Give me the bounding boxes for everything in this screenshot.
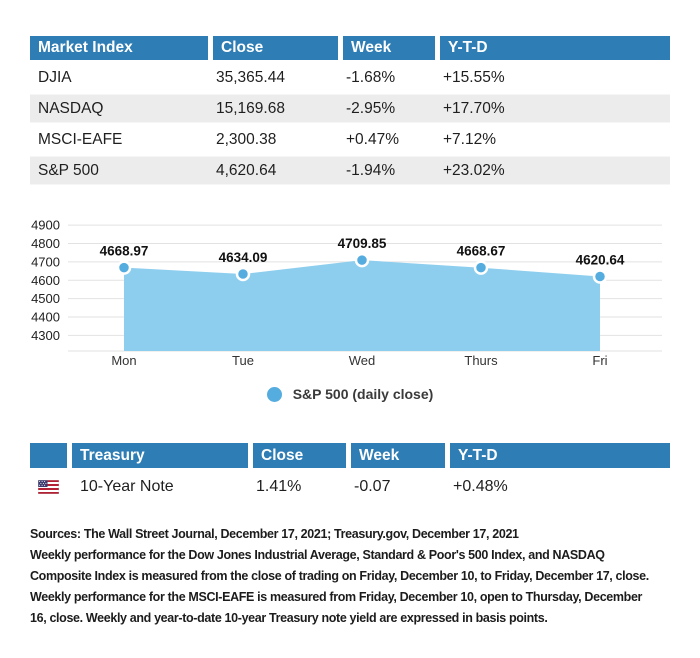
close-value: 35,365.44	[216, 69, 285, 86]
chart-y-tick-label: 4800	[31, 236, 60, 251]
week-value: +0.47%	[346, 131, 400, 148]
close-value: 4,620.64	[216, 162, 277, 179]
sp500-area-chart: 4900 4800 4700 4600 4500 4400 4300 4668.97 4634.…	[31, 218, 662, 368]
close-value: 15,169.68	[216, 100, 285, 117]
ytd-value: +17.70%	[443, 100, 505, 117]
table-row: S&P 500 4,620.64 -1.94% +23.02%	[30, 155, 670, 186]
sources-line: Sources: The Wall Street Journal, Decemb…	[30, 527, 519, 541]
chart-x-tick-label: Thurs	[464, 353, 498, 368]
treasury-week-value: -0.07	[354, 477, 391, 495]
treasury-table: Treasury Close Week Y-T-D	[30, 443, 670, 503]
ytd-value: +7.12%	[443, 131, 497, 148]
treasury-row: 10-Year Note 1.41% -0.07 +0.48%	[30, 470, 670, 503]
chart-data-label: 4620.64	[576, 252, 625, 267]
chart-marker	[473, 260, 489, 275]
index-name: S&P 500	[38, 162, 99, 179]
chart-area	[124, 260, 600, 351]
note-line-4: 16, close. Weekly and year-to-date 10-ye…	[30, 611, 548, 625]
chart-y-tick-label: 4900	[31, 218, 60, 233]
index-name: DJIA	[38, 69, 72, 86]
index-name: NASDAQ	[38, 100, 104, 117]
header-ytd: Y-T-D	[435, 36, 670, 60]
chart-marker	[354, 252, 370, 268]
chart-data-label: 4634.09	[219, 250, 268, 265]
footer-notes: Sources: The Wall Street Journal, Decemb…	[30, 524, 700, 629]
week-value: -2.95%	[346, 100, 396, 117]
chart-x-tick-label: Fri	[592, 353, 607, 368]
table-row: NASDAQ 15,169.68 -2.95% +17.70%	[30, 93, 670, 124]
market-table-header-row: Market Index Close Week Y-T-D	[30, 36, 670, 60]
header-treasury-week: Week	[346, 443, 445, 468]
chart-marker	[235, 266, 251, 282]
header-treasury: Treasury	[67, 443, 248, 468]
header-flag-spacer	[30, 443, 67, 468]
header-week: Week	[338, 36, 435, 60]
us-flag-icon	[38, 479, 59, 494]
legend-dot-icon	[266, 386, 282, 402]
week-value: -1.68%	[346, 69, 396, 86]
treasury-close-value: 1.41%	[256, 477, 302, 495]
chart-y-tick-label: 4500	[31, 291, 60, 306]
note-line-2: Composite Index is measured from the clo…	[30, 569, 649, 583]
chart-y-tick-label: 4600	[31, 273, 60, 288]
treasury-name: 10-Year Note	[80, 477, 174, 495]
chart-x-tick-label: Wed	[349, 353, 376, 368]
ytd-value: +15.55%	[443, 69, 505, 86]
chart-y-tick-label: 4400	[31, 310, 60, 325]
note-line-3: Weekly performance for the MSCI-EAFE is …	[30, 590, 643, 604]
index-name: MSCI-EAFE	[38, 131, 123, 148]
legend-label: S&P 500 (daily close)	[292, 386, 434, 402]
header-treasury-ytd: Y-T-D	[445, 443, 670, 468]
market-index-table: Market Index Close Week Y-T-D DJIA 35,365…	[30, 36, 670, 186]
chart-data-label: 4668.67	[457, 244, 506, 259]
chart-marker	[116, 260, 132, 275]
note-line-1: Weekly performance for the Dow Jones Ind…	[30, 548, 605, 562]
market-table-body: DJIA 35,365.44 -1.68% +15.55% NASDAQ 15,169.6…	[30, 62, 670, 186]
chart-marker	[592, 269, 608, 284]
ytd-value: +23.02%	[443, 162, 505, 179]
header-market-index: Market Index	[38, 39, 133, 56]
chart-data-label: 4709.85	[338, 236, 387, 251]
close-value: 2,300.38	[216, 131, 277, 148]
chart-x-tick-label: Mon	[111, 353, 136, 368]
chart-data-label: 4668.97	[100, 244, 149, 259]
chart-y-tick-label: 4300	[31, 328, 60, 343]
table-row: DJIA 35,365.44 -1.68% +15.55%	[30, 62, 670, 93]
chart-x-tick-label: Tue	[232, 353, 254, 368]
chart-y-tick-label: 4700	[31, 254, 60, 269]
flag-cell	[30, 479, 67, 494]
treasury-header-row: Treasury Close Week Y-T-D	[30, 443, 670, 468]
chart-legend: S&P 500 (daily close)	[0, 386, 700, 402]
header-treasury-close: Close	[248, 443, 346, 468]
week-value: -1.94%	[346, 162, 396, 179]
treasury-ytd-value: +0.48%	[453, 477, 508, 495]
table-row: MSCI-EAFE 2,300.38 +0.47% +7.12%	[30, 124, 670, 155]
header-close: Close	[208, 36, 338, 60]
